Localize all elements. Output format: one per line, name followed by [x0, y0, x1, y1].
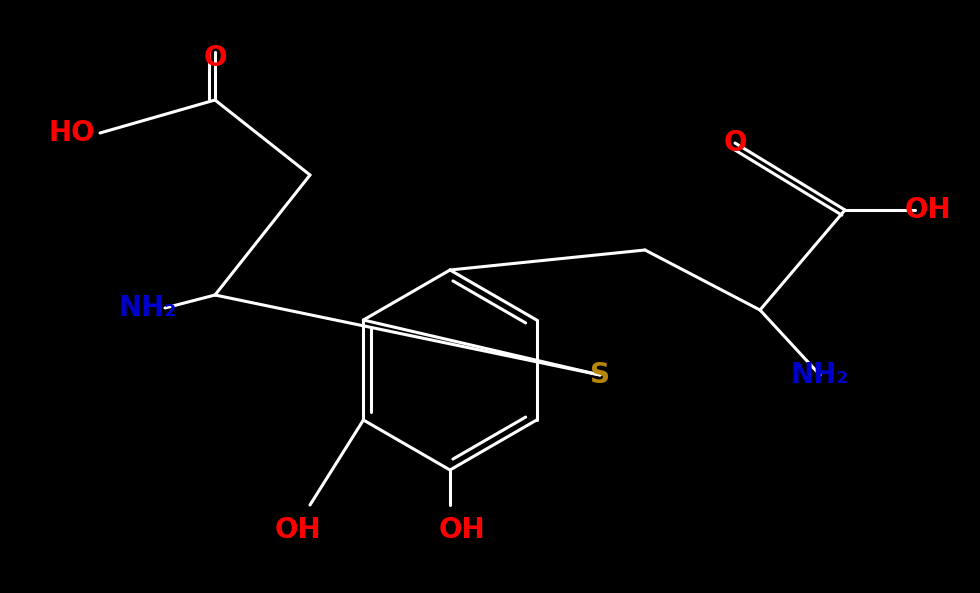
Text: OH: OH	[439, 516, 485, 544]
Text: OH: OH	[905, 196, 952, 224]
Text: NH₂: NH₂	[791, 361, 850, 389]
Text: O: O	[723, 129, 747, 157]
Text: OH: OH	[274, 516, 321, 544]
Text: O: O	[203, 44, 226, 72]
Text: S: S	[590, 361, 610, 389]
Text: NH₂: NH₂	[119, 294, 177, 322]
Text: HO: HO	[49, 119, 95, 147]
